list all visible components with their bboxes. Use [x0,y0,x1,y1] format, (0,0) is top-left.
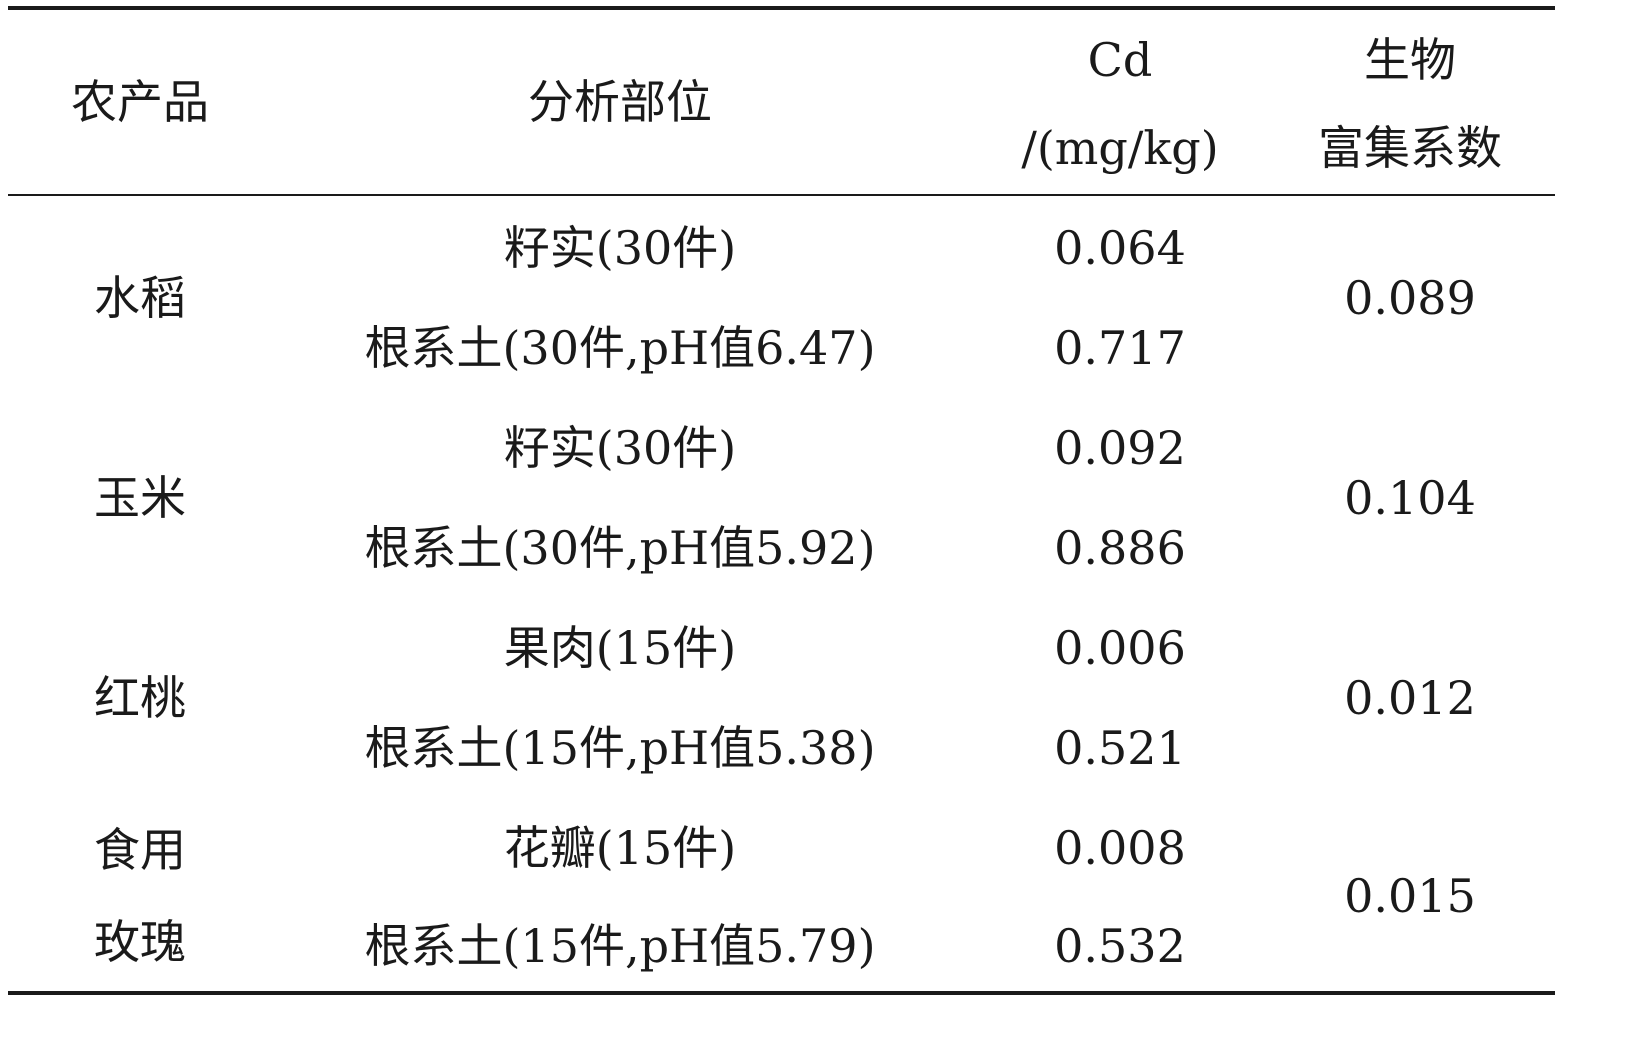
header-analysis-part: 分析部位 [528,75,712,129]
product-name: 玉米 [94,471,186,525]
cd-value: 0.092 [1054,421,1186,475]
cd-value: 0.006 [1054,621,1186,675]
part-label: 籽实(30件) [503,221,737,275]
part-label: 根系土(15件,pH值5.38) [364,721,876,775]
product-name-line1: 食用 [94,823,186,877]
part-label: 根系土(30件,pH值5.92) [364,521,876,575]
part-label: 根系土(15件,pH值5.79) [364,919,876,973]
cd-value: 0.008 [1054,821,1186,875]
bcf-value: 0.089 [1344,271,1476,325]
part-label: 根系土(30件,pH值6.47) [364,321,876,375]
bcf-value: 0.104 [1344,471,1476,525]
product-name-line2: 玫瑰 [94,915,186,969]
table-bottom-rule [8,991,1555,995]
product-name: 红桃 [94,671,186,725]
cd-value: 0.532 [1054,919,1186,973]
part-label: 果肉(15件) [503,621,737,675]
table-top-rule [8,6,1555,10]
cd-value: 0.064 [1054,221,1186,275]
bcf-value: 0.015 [1344,869,1476,923]
cd-value: 0.521 [1054,721,1186,775]
table-header-rule [8,194,1555,196]
product-name: 水稻 [94,271,186,325]
header-product: 农产品 [71,75,209,129]
header-cd-line1: Cd [1087,33,1153,87]
cd-value: 0.717 [1054,321,1186,375]
header-bcf-line1: 生物 [1364,33,1456,87]
cd-value: 0.886 [1054,521,1186,575]
part-label: 籽实(30件) [503,421,737,475]
bcf-value: 0.012 [1344,671,1476,725]
part-label: 花瓣(15件) [503,821,737,875]
header-bcf-line2: 富集系数 [1318,121,1502,175]
header-cd-line2: /(mg/kg) [1021,121,1219,175]
